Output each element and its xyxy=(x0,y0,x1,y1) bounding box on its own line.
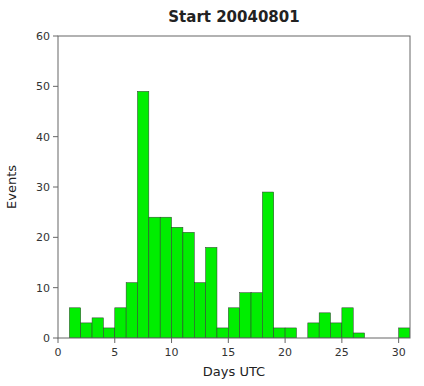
chart-svg: 0 5 10 15 20 25 30 0 10 20 30 40 50 60 Start 20040801 D… xyxy=(0,0,424,386)
histogram-bar xyxy=(308,323,319,338)
x-tick-label: 20 xyxy=(278,346,292,359)
histogram-bar xyxy=(206,247,217,338)
y-tick-label: 0 xyxy=(43,332,50,345)
histogram-bar xyxy=(194,283,205,338)
y-tick-label: 20 xyxy=(36,231,50,244)
histogram-bar xyxy=(69,308,80,338)
x-tick-label: 30 xyxy=(392,346,406,359)
y-axis-label: Events xyxy=(4,165,19,209)
histogram-bar xyxy=(353,333,364,338)
x-tick xyxy=(285,338,286,343)
y-tick xyxy=(53,136,58,137)
chart-container: 0 5 10 15 20 25 30 0 10 20 30 40 50 60 Start 20040801 D… xyxy=(0,0,424,386)
histogram-bar xyxy=(81,323,92,338)
histogram-bar xyxy=(262,192,273,338)
histogram-bar xyxy=(115,308,126,338)
histogram-bar xyxy=(149,217,160,338)
histogram-bar xyxy=(137,91,148,338)
y-tick xyxy=(53,187,58,188)
histogram-bar xyxy=(399,328,410,338)
histogram-bar xyxy=(172,227,183,338)
chart-title: Start 20040801 xyxy=(168,8,299,26)
histogram-bar xyxy=(126,283,137,338)
histogram-bar xyxy=(92,318,103,338)
histogram-bar xyxy=(274,328,285,338)
histogram-bar xyxy=(251,293,262,338)
histogram-bar xyxy=(183,232,194,338)
y-tick-label: 40 xyxy=(36,131,50,144)
histogram-bar xyxy=(160,217,171,338)
x-tick xyxy=(341,338,342,343)
x-axis-label: Days UTC xyxy=(203,364,265,379)
y-tick xyxy=(53,287,58,288)
x-tick xyxy=(398,338,399,343)
bars xyxy=(69,91,410,338)
y-tick-label: 60 xyxy=(36,30,50,43)
x-tick-label: 0 xyxy=(55,346,62,359)
histogram-bar xyxy=(217,328,228,338)
y-tick-label: 30 xyxy=(36,181,50,194)
x-tick-label: 10 xyxy=(165,346,179,359)
histogram-bar xyxy=(342,308,353,338)
histogram-bar xyxy=(285,328,296,338)
plot-frame xyxy=(58,36,410,338)
x-tick xyxy=(114,338,115,343)
histogram-bar xyxy=(228,308,239,338)
x-tick xyxy=(228,338,229,343)
y-tick-label: 50 xyxy=(36,80,50,93)
x-tick-label: 5 xyxy=(111,346,118,359)
x-tick xyxy=(171,338,172,343)
x-tick-label: 25 xyxy=(335,346,349,359)
x-tick xyxy=(58,338,59,343)
histogram-bar xyxy=(319,313,330,338)
y-tick xyxy=(53,338,58,339)
y-tick xyxy=(53,237,58,238)
y-tick xyxy=(53,36,58,37)
x-tick-label: 15 xyxy=(221,346,235,359)
histogram-bar xyxy=(240,293,251,338)
y-tick-label: 10 xyxy=(36,282,50,295)
histogram-bar xyxy=(331,323,342,338)
histogram-bar xyxy=(103,328,114,338)
y-tick xyxy=(53,86,58,87)
